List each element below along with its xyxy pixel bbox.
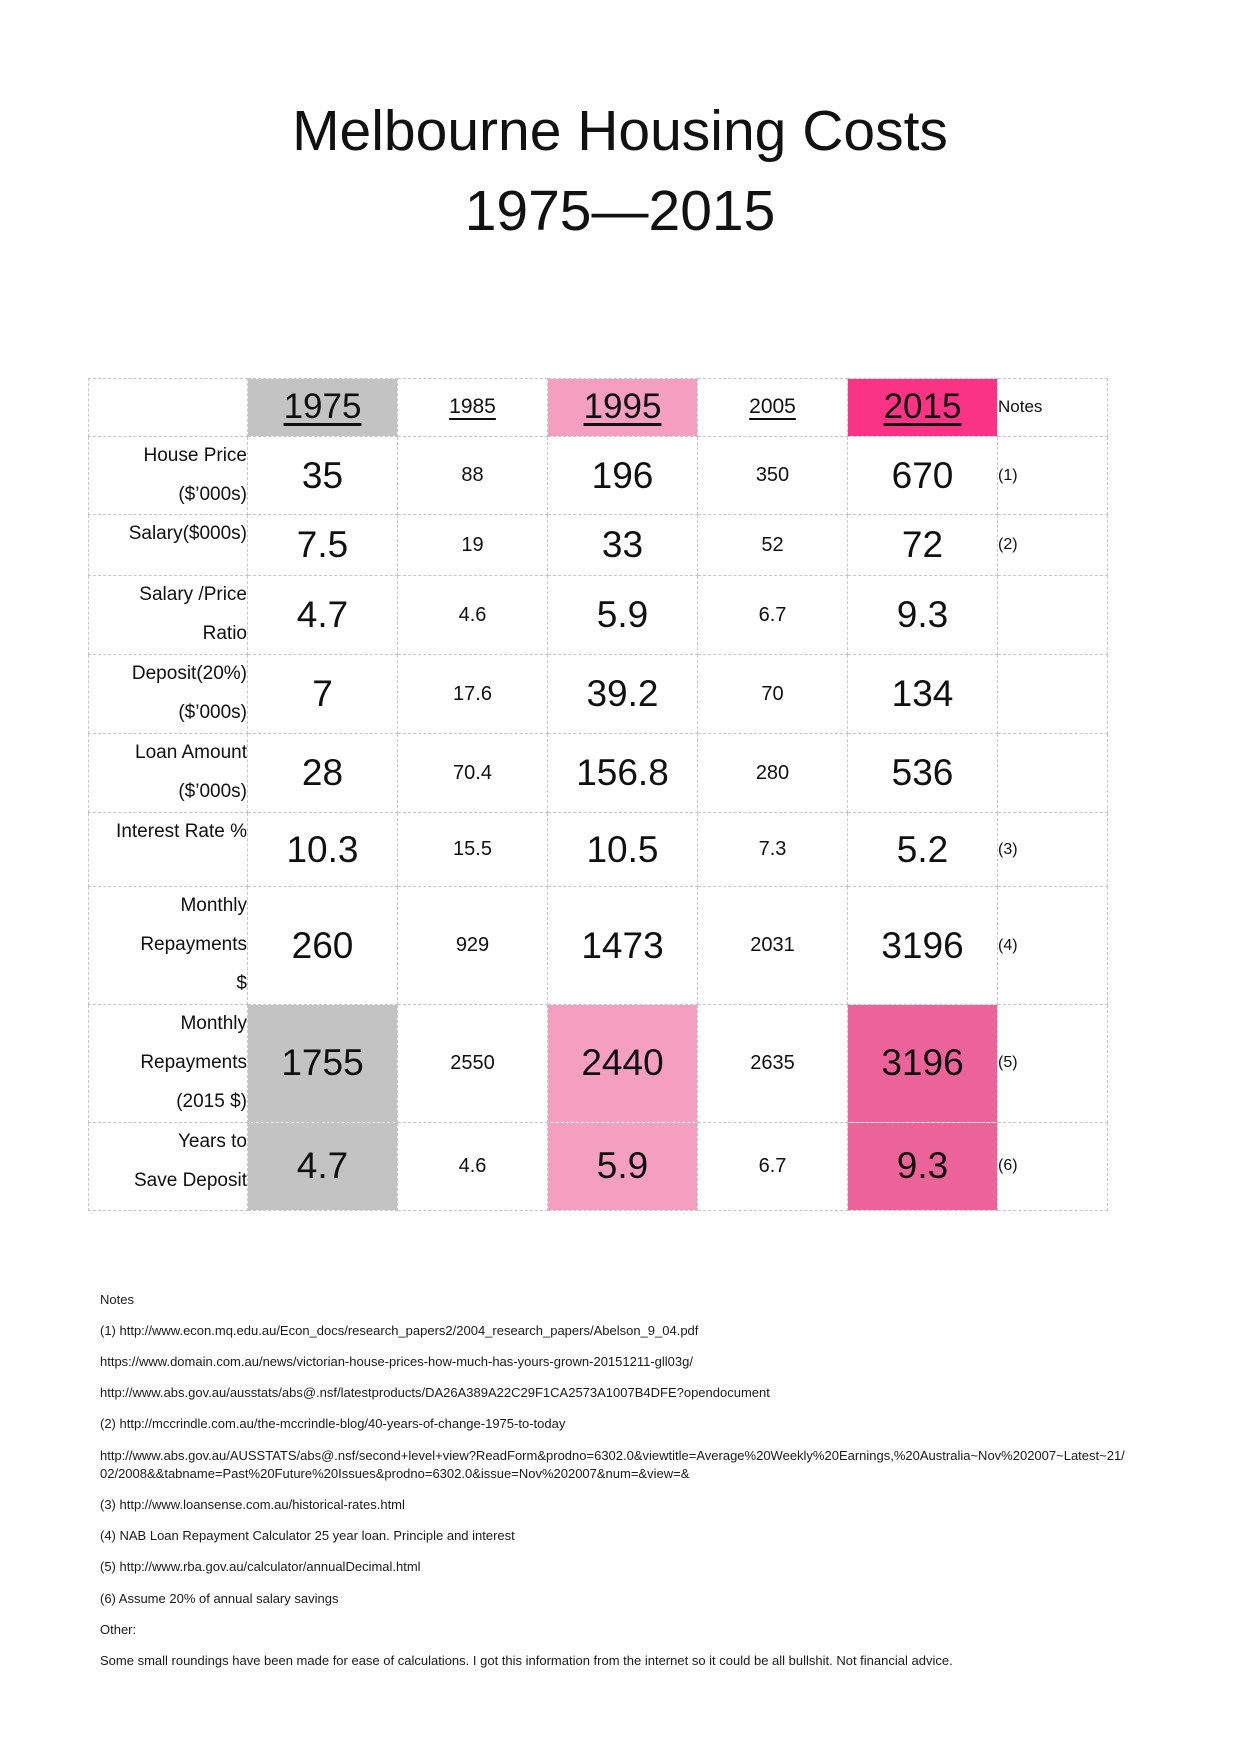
value-cell: 88 — [397, 435, 548, 516]
header-1975: 1975 — [247, 377, 398, 437]
notes-section: Notes (1) http://www.econ.mq.edu.au/Econ… — [100, 1291, 1130, 1670]
table-row-years-to-save: Years to Save Deposit 4.7 4.6 5.9 6.7 9.… — [88, 1121, 1108, 1211]
header-2015: 2015 — [847, 377, 998, 437]
row-label: Monthly Repayments $ — [88, 886, 248, 1005]
notes-heading: Notes — [100, 1291, 134, 1307]
note-line: https://www.domain.com.au/news/victorian… — [100, 1354, 693, 1370]
value-cell: 2031 — [697, 886, 848, 1005]
table-header-row: 1975 1985 1995 2005 2015 Notes — [88, 377, 1108, 437]
row-label: House Price ($’000s) — [88, 435, 248, 516]
value-cell: 2550 — [397, 1003, 548, 1123]
value-cell: 929 — [397, 886, 548, 1005]
note-ref-cell: (4) — [997, 886, 1108, 1005]
note-line: Other: — [100, 1621, 137, 1637]
note-ref-cell: (1) — [997, 435, 1108, 516]
row-label: Interest Rate % — [88, 812, 248, 888]
value-cell: 7.5 — [247, 514, 398, 577]
value-cell: 6.7 — [697, 575, 848, 656]
value-cell: 10.5 — [547, 812, 698, 888]
value-cell: 7.3 — [697, 812, 848, 888]
table-row-monthly-repayments-2015: Monthly Repayments (2015 $) 1755 2550 24… — [88, 1003, 1108, 1123]
value-cell: 4.7 — [247, 575, 398, 656]
value-cell: 70 — [697, 654, 848, 735]
value-cell: 2440 — [547, 1003, 698, 1123]
table-row-loan-amount: Loan Amount ($’000s) 28 70.4 156.8 280 5… — [88, 733, 1108, 814]
value-cell: 9.3 — [847, 1121, 998, 1211]
value-cell: 536 — [847, 733, 998, 814]
value-cell: 70.4 — [397, 733, 548, 814]
housing-costs-table: 1975 1985 1995 2005 2015 Notes House Pri… — [88, 377, 1108, 1211]
value-cell: 10.3 — [247, 812, 398, 888]
note-ref-cell: (2) — [997, 514, 1108, 577]
value-cell: 33 — [547, 514, 698, 577]
table-row-salary-price-ratio: Salary /Price Ratio 4.7 4.6 5.9 6.7 9.3 — [88, 575, 1108, 656]
value-cell: 19 — [397, 514, 548, 577]
value-cell: 5.9 — [547, 575, 698, 656]
note-line: (4) NAB Loan Repayment Calculator 25 yea… — [100, 1528, 515, 1544]
page-title-line1: Melbourne Housing Costs — [292, 99, 948, 163]
value-cell: 280 — [697, 733, 848, 814]
note-line: http://www.abs.gov.au/AUSSTATS/abs@.nsf/… — [100, 1447, 1125, 1481]
table-row-monthly-repayments: Monthly Repayments $ 260 929 1473 2031 3… — [88, 886, 1108, 1005]
note-line: (6) Assume 20% of annual salary savings — [100, 1590, 339, 1606]
value-cell: 350 — [697, 435, 848, 516]
note-ref-cell — [997, 654, 1108, 735]
value-cell: 6.7 — [697, 1121, 848, 1211]
value-cell: 1755 — [247, 1003, 398, 1123]
note-line: http://www.abs.gov.au/ausstats/abs@.nsf/… — [100, 1385, 770, 1401]
table-row-house-price: House Price ($’000s) 35 88 196 350 670 (… — [88, 435, 1108, 516]
value-cell: 156.8 — [547, 733, 698, 814]
note-ref-cell: (3) — [997, 812, 1108, 888]
header-1995: 1995 — [547, 377, 698, 437]
value-cell: 3196 — [847, 1003, 998, 1123]
value-cell: 72 — [847, 514, 998, 577]
value-cell: 52 — [697, 514, 848, 577]
value-cell: 7 — [247, 654, 398, 735]
value-cell: 196 — [547, 435, 698, 516]
table-row-interest-rate: Interest Rate % 10.3 15.5 10.5 7.3 5.2 (… — [88, 812, 1108, 888]
value-cell: 17.6 — [397, 654, 548, 735]
note-line: (2) http://mccrindle.com.au/the-mccrindl… — [100, 1416, 566, 1432]
note-ref-cell: (5) — [997, 1003, 1108, 1123]
value-cell: 5.2 — [847, 812, 998, 888]
note-line: (1) http://www.econ.mq.edu.au/Econ_docs/… — [100, 1322, 699, 1338]
note-line: Some small roundings have been made for … — [100, 1652, 953, 1668]
value-cell: 670 — [847, 435, 998, 516]
value-cell: 9.3 — [847, 575, 998, 656]
row-label: Deposit(20%) ($’000s) — [88, 654, 248, 735]
value-cell: 28 — [247, 733, 398, 814]
value-cell: 4.7 — [247, 1121, 398, 1211]
value-cell: 5.9 — [547, 1121, 698, 1211]
header-2005: 2005 — [697, 377, 848, 437]
value-cell: 260 — [247, 886, 398, 1005]
value-cell: 4.6 — [397, 575, 548, 656]
row-label: Salary($000s) — [88, 514, 248, 577]
corner-cell — [88, 377, 248, 437]
value-cell: 39.2 — [547, 654, 698, 735]
value-cell: 134 — [847, 654, 998, 735]
value-cell: 1473 — [547, 886, 698, 1005]
table-row-deposit: Deposit(20%) ($’000s) 7 17.6 39.2 70 134 — [88, 654, 1108, 735]
note-line: (3) http://www.loansense.com.au/historic… — [100, 1497, 405, 1513]
value-cell: 15.5 — [397, 812, 548, 888]
page-title-line2: 1975—2015 — [464, 178, 776, 243]
value-cell: 2635 — [697, 1003, 848, 1123]
note-line: (5) http://www.rba.gov.au/calculator/ann… — [100, 1559, 421, 1575]
row-label: Salary /Price Ratio — [88, 575, 248, 656]
note-ref-cell — [997, 733, 1108, 814]
table-row-salary: Salary($000s) 7.5 19 33 52 72 (2) — [88, 514, 1108, 577]
row-label: Monthly Repayments (2015 $) — [88, 1003, 248, 1123]
page-title: Melbourne Housing Costs 1975—2015 — [0, 0, 1240, 252]
row-label: Years to Save Deposit — [88, 1121, 248, 1211]
header-1985: 1985 — [397, 377, 548, 437]
header-notes: Notes — [997, 377, 1108, 437]
value-cell: 4.6 — [397, 1121, 548, 1211]
note-ref-cell: (6) — [997, 1121, 1108, 1211]
row-label: Loan Amount ($’000s) — [88, 733, 248, 814]
note-ref-cell — [997, 575, 1108, 656]
value-cell: 3196 — [847, 886, 998, 1005]
value-cell: 35 — [247, 435, 398, 516]
